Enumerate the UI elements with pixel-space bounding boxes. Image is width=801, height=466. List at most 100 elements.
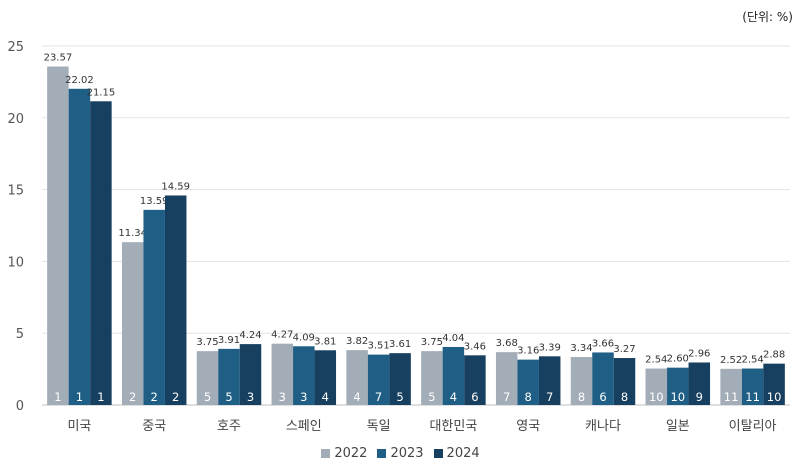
bar-value-label: 3.82 bbox=[346, 336, 368, 347]
bar bbox=[314, 350, 337, 405]
bar-value-label: 4.24 bbox=[239, 330, 261, 341]
bar-value-label: 2.54 bbox=[741, 355, 763, 366]
unit-label: (단위: %) bbox=[742, 10, 793, 24]
bar-rank-label: 6 bbox=[471, 390, 478, 404]
x-tick-label: 미국 bbox=[67, 419, 91, 434]
bar-value-label: 3.46 bbox=[464, 341, 486, 352]
bar bbox=[464, 355, 486, 405]
bar-rank-label: 8 bbox=[578, 390, 585, 404]
legend-label: 2022 bbox=[334, 446, 368, 461]
bar bbox=[196, 351, 219, 405]
bar-value-label: 3.27 bbox=[613, 344, 635, 355]
bar-value-label: 2.88 bbox=[763, 350, 785, 361]
y-tick-label: 10 bbox=[7, 255, 24, 270]
bar bbox=[613, 358, 636, 405]
bar-rank-label: 1 bbox=[97, 390, 104, 404]
bar-value-label: 22.02 bbox=[65, 75, 94, 86]
y-tick-label: 25 bbox=[7, 40, 24, 55]
bar-value-label: 21.15 bbox=[87, 87, 116, 98]
bar-rank-label: 9 bbox=[696, 390, 703, 404]
legend-item: 2023 bbox=[377, 446, 424, 461]
legend-item: 2022 bbox=[321, 446, 367, 461]
bar-value-label: 3.68 bbox=[496, 338, 518, 349]
bar-rank-label: 11 bbox=[724, 390, 739, 404]
y-tick-label: 15 bbox=[7, 184, 24, 199]
bar-value-label: 4.04 bbox=[442, 333, 464, 344]
bar-rank-label: 1 bbox=[54, 390, 61, 404]
bar-rank-label: 8 bbox=[621, 390, 628, 404]
bar bbox=[239, 344, 262, 405]
bar-rank-label: 5 bbox=[225, 390, 232, 404]
bar-rank-label: 8 bbox=[525, 390, 532, 404]
legend-swatch bbox=[433, 449, 443, 458]
bar-value-label: 4.27 bbox=[271, 330, 293, 341]
bar-rank-label: 5 bbox=[204, 390, 211, 404]
bar bbox=[421, 351, 443, 405]
y-tick-label: 20 bbox=[7, 112, 24, 127]
bar bbox=[271, 343, 294, 405]
legend-swatch bbox=[321, 449, 331, 458]
bar-rank-label: 2 bbox=[129, 390, 136, 404]
bar-value-label: 3.91 bbox=[218, 335, 240, 346]
bar-value-label: 3.39 bbox=[539, 342, 561, 353]
chart-legend: 2022 2023 2024 bbox=[0, 446, 801, 461]
bar bbox=[218, 348, 240, 405]
x-tick-label: 독일 bbox=[367, 419, 391, 434]
bar-value-label: 11.34 bbox=[118, 228, 147, 239]
bar-rank-label: 5 bbox=[428, 390, 435, 404]
bar-value-label: 23.57 bbox=[44, 53, 73, 64]
bar bbox=[293, 346, 315, 405]
bar-value-label: 3.16 bbox=[517, 346, 539, 357]
bar-value-label: 14.59 bbox=[161, 181, 190, 192]
y-tick-label: 0 bbox=[16, 399, 24, 414]
bar bbox=[517, 359, 539, 405]
bar bbox=[688, 362, 711, 405]
bar-value-label: 4.09 bbox=[293, 332, 315, 343]
bar-rank-label: 4 bbox=[353, 390, 360, 404]
bar bbox=[90, 101, 112, 405]
bar-value-label: 3.81 bbox=[314, 336, 336, 347]
bar-rank-label: 6 bbox=[599, 390, 606, 404]
x-tick-label: 대한민국 bbox=[429, 419, 477, 434]
bar-rank-label: 10 bbox=[670, 390, 685, 404]
bar bbox=[741, 368, 764, 405]
bar-value-label: 3.34 bbox=[570, 343, 592, 354]
bar-rank-label: 2 bbox=[151, 390, 158, 404]
legend-label: 2023 bbox=[390, 446, 424, 461]
bar bbox=[538, 356, 561, 405]
legend-label: 2024 bbox=[446, 446, 480, 461]
x-tick-label: 스페인 bbox=[286, 419, 322, 434]
bar-value-label: 2.96 bbox=[688, 348, 710, 359]
bar-value-label: 3.66 bbox=[592, 338, 614, 349]
bar-rank-label: 10 bbox=[767, 390, 782, 404]
bar-rank-label: 1 bbox=[76, 390, 83, 404]
bar-rank-label: 11 bbox=[745, 390, 760, 404]
bar-rank-label: 4 bbox=[450, 390, 457, 404]
bar bbox=[495, 352, 518, 405]
x-tick-label: 일본 bbox=[666, 419, 690, 434]
bar bbox=[389, 353, 411, 405]
bar bbox=[346, 350, 368, 405]
bar-rank-label: 7 bbox=[503, 390, 510, 404]
bar bbox=[645, 368, 668, 405]
bar-rank-label: 7 bbox=[375, 390, 382, 404]
legend-swatch bbox=[377, 449, 387, 458]
bar bbox=[592, 352, 614, 405]
bar-value-label: 3.61 bbox=[389, 339, 411, 350]
bar bbox=[442, 346, 465, 405]
bar-rank-label: 5 bbox=[396, 390, 403, 404]
bar bbox=[68, 88, 91, 406]
x-tick-label: 캐나다 bbox=[585, 419, 621, 434]
bar-rank-label: 3 bbox=[300, 390, 307, 404]
bar bbox=[143, 209, 165, 405]
bar-value-label: 3.75 bbox=[421, 337, 443, 348]
bar-rank-label: 3 bbox=[279, 390, 286, 404]
bar-rank-label: 2 bbox=[172, 390, 179, 404]
bar-value-label: 2.60 bbox=[667, 354, 689, 365]
bar bbox=[47, 66, 69, 406]
bar bbox=[720, 368, 742, 405]
bar-value-label: 2.52 bbox=[720, 355, 742, 366]
bar bbox=[667, 367, 689, 405]
x-tick-label: 영국 bbox=[516, 419, 540, 434]
bar bbox=[164, 195, 187, 405]
